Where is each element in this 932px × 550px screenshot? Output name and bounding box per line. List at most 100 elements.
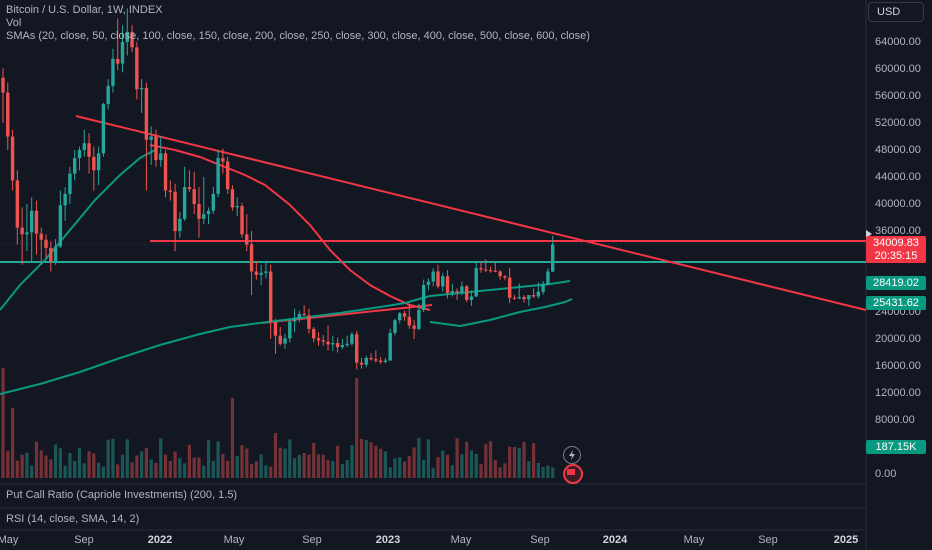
volume-bar (144, 447, 148, 478)
volume-bar (240, 445, 244, 478)
price-tick-label: 12000.00 (875, 387, 921, 399)
candle-body (245, 234, 249, 245)
candle-body (87, 143, 91, 157)
candle-body (106, 85, 110, 105)
volume-bar (221, 453, 225, 478)
candle-body (264, 271, 268, 273)
candle-body (216, 158, 220, 194)
volume-bar (235, 455, 239, 478)
candle-body (302, 314, 306, 316)
candle-body (498, 271, 502, 277)
volume-bar (326, 460, 330, 478)
earnings-marker-icon[interactable] (563, 464, 583, 484)
candle-body (378, 360, 383, 362)
volume-bar (331, 460, 335, 478)
volume-bar (355, 378, 359, 478)
candle-body (374, 359, 378, 361)
volume-bar (10, 408, 15, 478)
volume-bar (350, 445, 354, 478)
candle-body (15, 180, 20, 228)
candle-body (441, 276, 445, 287)
volume-bar (111, 438, 115, 478)
candle-body (536, 291, 541, 297)
candle-body (551, 244, 555, 272)
volume-bar (436, 457, 440, 478)
sma-value-tag-2: 25431.62 (866, 296, 926, 310)
volume-bar (197, 457, 201, 478)
candle-body (445, 276, 450, 294)
volume-bar (211, 460, 215, 478)
candle-body (426, 281, 431, 285)
candle-body (163, 153, 168, 191)
candle-body (268, 271, 273, 323)
volume-bar (450, 465, 454, 478)
candle-body (503, 276, 507, 278)
price-tick-label: 44000.00 (875, 171, 921, 183)
volume-bar (140, 451, 144, 478)
volume-bar (474, 453, 478, 478)
candle-body (82, 143, 86, 150)
volume-legend[interactable]: Vol (6, 17, 22, 29)
rsi-pane-label[interactable]: RSI (14, close, SMA, 14, 2) (6, 513, 140, 525)
volume-bar (278, 447, 282, 478)
candle-body (278, 335, 282, 344)
candle-body (225, 161, 230, 190)
countdown-tag: 20:35:15 (866, 249, 926, 263)
candle-body (168, 190, 172, 192)
price-tick-label: 52000.00 (875, 117, 921, 129)
candle-body (144, 87, 149, 140)
candle-body (92, 156, 96, 171)
volume-bar (149, 459, 153, 478)
candle-body (307, 315, 311, 329)
candle-body (249, 244, 254, 272)
time-tick-label: Sep (302, 534, 322, 546)
price-tick-label: 0.00 (875, 468, 897, 480)
candle-body (116, 58, 120, 64)
candle-body (25, 232, 29, 235)
candle-body (44, 239, 48, 248)
sma-legend[interactable]: SMAs (20, close, 50, close, 100, close, … (6, 30, 590, 42)
volume-bar (498, 467, 502, 478)
put-call-pane-label[interactable]: Put Call Ratio (Capriole Investments) (2… (6, 489, 238, 501)
volume-bar (340, 464, 344, 478)
volume-bar (87, 451, 91, 478)
volume-bar (493, 460, 497, 478)
volume-bar (154, 462, 158, 478)
candle-body (206, 210, 211, 215)
volume-bar (216, 441, 220, 478)
candle-body (350, 334, 354, 344)
candle-body (383, 360, 388, 362)
alert-icon[interactable] (563, 446, 581, 464)
price-tick-label: 64000.00 (875, 36, 921, 48)
candle-body (369, 357, 373, 360)
candle-body (254, 271, 259, 275)
candle-body (288, 321, 292, 339)
candle-body (460, 286, 464, 293)
volume-bar (192, 457, 196, 478)
candle-body (192, 189, 196, 204)
chart-title-legend[interactable]: Bitcoin / U.S. Dollar, 1W, INDEX (6, 4, 163, 16)
candle-body (77, 150, 82, 159)
candle-body (130, 31, 134, 48)
price-tick-label: 36000.00 (875, 225, 921, 237)
volume-bar (546, 465, 550, 478)
time-tick-label: May (0, 534, 19, 546)
candle-body (512, 297, 517, 299)
volume-bar (159, 438, 163, 478)
volume-bar (484, 444, 488, 478)
volume-bar (283, 448, 287, 478)
volume-bar (230, 398, 235, 478)
currency-button[interactable]: USD (868, 2, 924, 22)
volume-bar (469, 450, 474, 478)
time-tick-label: May (223, 534, 245, 546)
candle-body (364, 357, 368, 365)
candle-body (159, 153, 163, 161)
volume-bar (292, 458, 297, 478)
volume-bar (30, 465, 34, 478)
candle-body (407, 316, 411, 326)
price-tick-label: 56000.00 (875, 90, 921, 102)
volume-bar (77, 447, 82, 478)
candle-body (531, 295, 536, 297)
candle-body (484, 269, 488, 271)
